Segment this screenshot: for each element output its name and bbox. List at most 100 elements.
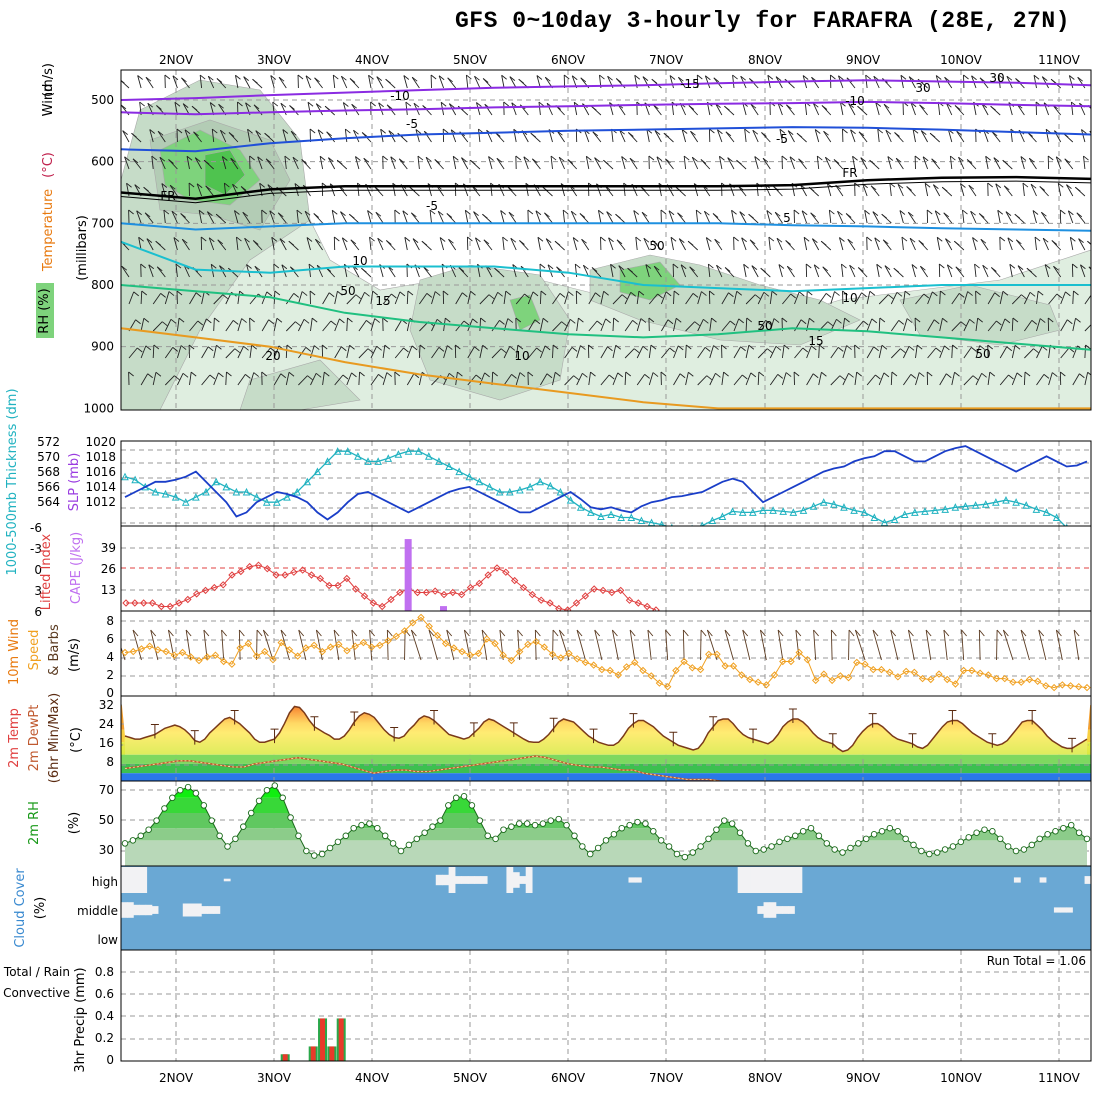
wind-speed-point xyxy=(499,651,507,659)
wind-barb-flag xyxy=(706,237,712,242)
wind-barb-flag xyxy=(688,105,695,110)
rh-point xyxy=(989,827,996,835)
wind-barb-flag xyxy=(369,236,375,242)
wind-speed-point xyxy=(680,657,688,666)
wind-barb-flag xyxy=(806,290,813,296)
wind-barb-flag xyxy=(958,292,965,298)
wind-barb xyxy=(697,291,702,305)
wind-barb xyxy=(502,237,505,251)
wind-barb-flag xyxy=(966,159,973,164)
ylabel-temp-unit: (°C) xyxy=(69,727,84,753)
wind-barb-flag xyxy=(716,264,722,270)
wind-barb-flag xyxy=(324,371,330,377)
wind-barb xyxy=(503,291,507,305)
temp-minmax-bar xyxy=(350,711,359,727)
wind-barb-flag xyxy=(398,158,405,164)
wind-barb-flag xyxy=(580,345,586,350)
wind-barb-flag xyxy=(315,238,321,244)
rh-point xyxy=(310,852,318,859)
wind-barb xyxy=(465,75,469,89)
wind-barb-flag xyxy=(728,292,734,298)
rh-point xyxy=(997,835,1004,843)
wind-speed-point xyxy=(959,666,968,675)
wind-barb-flag xyxy=(228,132,235,137)
wind-barb-flag xyxy=(721,344,727,350)
lifted-index-point xyxy=(351,585,360,593)
rh-point xyxy=(232,835,239,843)
wind-barb xyxy=(546,102,553,116)
wind-barb xyxy=(951,372,955,386)
wind-barb xyxy=(334,291,338,305)
surface-wind-barb-flag xyxy=(559,629,565,637)
wind-speed-point xyxy=(417,613,425,622)
wind-barb xyxy=(999,291,1004,305)
cape-tick-label: 26 xyxy=(101,562,116,576)
wind-barb-flag xyxy=(719,155,725,161)
precip-convective-bar xyxy=(282,1054,288,1061)
wind-barb xyxy=(616,239,626,251)
wind-barb-flag xyxy=(704,346,711,352)
wind-barb-flag xyxy=(1050,78,1057,84)
wind-barb-flag xyxy=(875,374,881,380)
wind-barb xyxy=(539,345,546,359)
wind-barb-flag xyxy=(132,158,139,164)
wind-barb xyxy=(866,374,876,386)
wind-barb xyxy=(438,75,445,89)
wind-barb-flag xyxy=(786,104,792,110)
contour-label: FR xyxy=(160,189,175,203)
wind-barb-flag xyxy=(474,346,480,352)
wind-barb-flag xyxy=(499,319,505,325)
wind-barb-flag xyxy=(740,75,746,81)
wind-barb-flag xyxy=(767,74,774,80)
wind-barb xyxy=(915,372,920,386)
lifted-index-point xyxy=(510,576,519,585)
wind-barb-flag xyxy=(447,345,453,350)
wind-barb-flag xyxy=(234,210,240,215)
wind-barb xyxy=(322,320,332,332)
wind-barb xyxy=(813,264,820,278)
wind-barb-flag xyxy=(343,102,349,107)
wind-barb-flag xyxy=(257,156,263,162)
wind-barb xyxy=(636,346,644,359)
wind-barb-flag xyxy=(556,266,562,272)
wind-barb-flag xyxy=(523,156,530,162)
wind-tick-label: 8 xyxy=(106,614,114,628)
x-tick-label-top: 11NOV xyxy=(1038,53,1080,67)
lifted-index-point xyxy=(413,588,422,597)
wind-barb xyxy=(1094,183,1097,196)
li-tick-label: 3 xyxy=(34,584,42,598)
wind-barb xyxy=(297,319,305,332)
temp-minmax-bar xyxy=(469,722,478,737)
wind-speed-point xyxy=(573,655,581,663)
wind-barb-flag xyxy=(850,129,856,135)
wind-speed-point xyxy=(992,674,1001,683)
wind-barb-flag xyxy=(944,76,950,82)
x-tick-label-top: 10NOV xyxy=(940,53,982,67)
wind-barb xyxy=(812,102,820,116)
wind-barb xyxy=(842,373,849,386)
wind-barb xyxy=(704,75,711,89)
wind-barb xyxy=(751,265,759,278)
wind-barb xyxy=(159,156,166,170)
wind-speed-point xyxy=(1075,682,1083,691)
wind-barb-flag xyxy=(399,291,406,297)
precip-convective-bar xyxy=(310,1046,316,1061)
wind-barb-flag xyxy=(1041,345,1048,351)
wind-barb-flag xyxy=(833,159,840,164)
wind-barb-flag xyxy=(856,371,862,377)
wind-barb-flag xyxy=(981,372,987,378)
lifted-index-point xyxy=(245,562,254,571)
rh-point xyxy=(224,843,231,850)
wind-barb xyxy=(1048,372,1053,386)
wind-barb-flag xyxy=(954,240,960,246)
wind-barb xyxy=(249,345,253,359)
wind-barb xyxy=(213,317,215,332)
wind-barb-flag xyxy=(488,294,495,300)
wind-barb-flag xyxy=(249,155,255,161)
wind-speed-point xyxy=(935,670,943,678)
x-tick-label-bottom: 9NOV xyxy=(846,1071,881,1085)
rh-point xyxy=(1083,835,1091,843)
wind-barb xyxy=(213,372,219,386)
wind-barb xyxy=(757,371,760,386)
